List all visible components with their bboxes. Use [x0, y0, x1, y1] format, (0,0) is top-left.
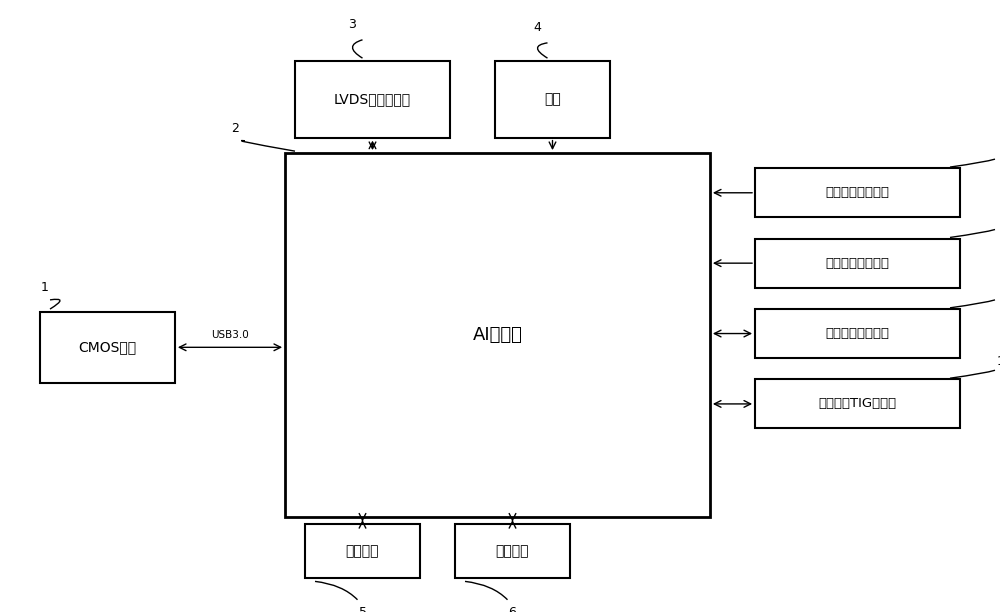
Text: USB3.0: USB3.0 — [211, 330, 249, 340]
Bar — [305, 524, 420, 578]
Text: 3: 3 — [349, 18, 356, 31]
Text: 2: 2 — [231, 122, 239, 135]
Text: 10: 10 — [997, 354, 1000, 368]
Text: 4: 4 — [534, 21, 541, 34]
Text: 深熔锁孔TIG焊电源: 深熔锁孔TIG焊电源 — [818, 397, 897, 411]
Bar — [755, 239, 960, 288]
Bar — [755, 309, 960, 358]
Bar — [295, 61, 450, 138]
Text: 鼠标: 鼠标 — [544, 92, 561, 106]
Text: CMOS相机: CMOS相机 — [78, 340, 137, 354]
Bar — [755, 379, 960, 428]
Text: 6: 6 — [509, 605, 516, 612]
Text: 无线模块: 无线模块 — [346, 545, 379, 558]
Text: 爬行机器人控制器: 爬行机器人控制器 — [826, 327, 890, 340]
Text: AI核心板: AI核心板 — [473, 326, 522, 344]
Bar — [40, 312, 175, 382]
Text: 5: 5 — [358, 605, 366, 612]
Text: LVDS液晶触摸屏: LVDS液晶触摸屏 — [334, 92, 411, 106]
Bar — [455, 524, 570, 578]
Text: 焊接电流传感模块: 焊接电流传感模块 — [826, 186, 890, 200]
Bar — [495, 61, 610, 138]
Text: 电源模块: 电源模块 — [496, 545, 529, 558]
Bar — [755, 168, 960, 217]
Text: 1: 1 — [41, 281, 49, 294]
Text: 焊接电压传感模块: 焊接电压传感模块 — [826, 256, 890, 270]
Bar — [285, 153, 710, 517]
